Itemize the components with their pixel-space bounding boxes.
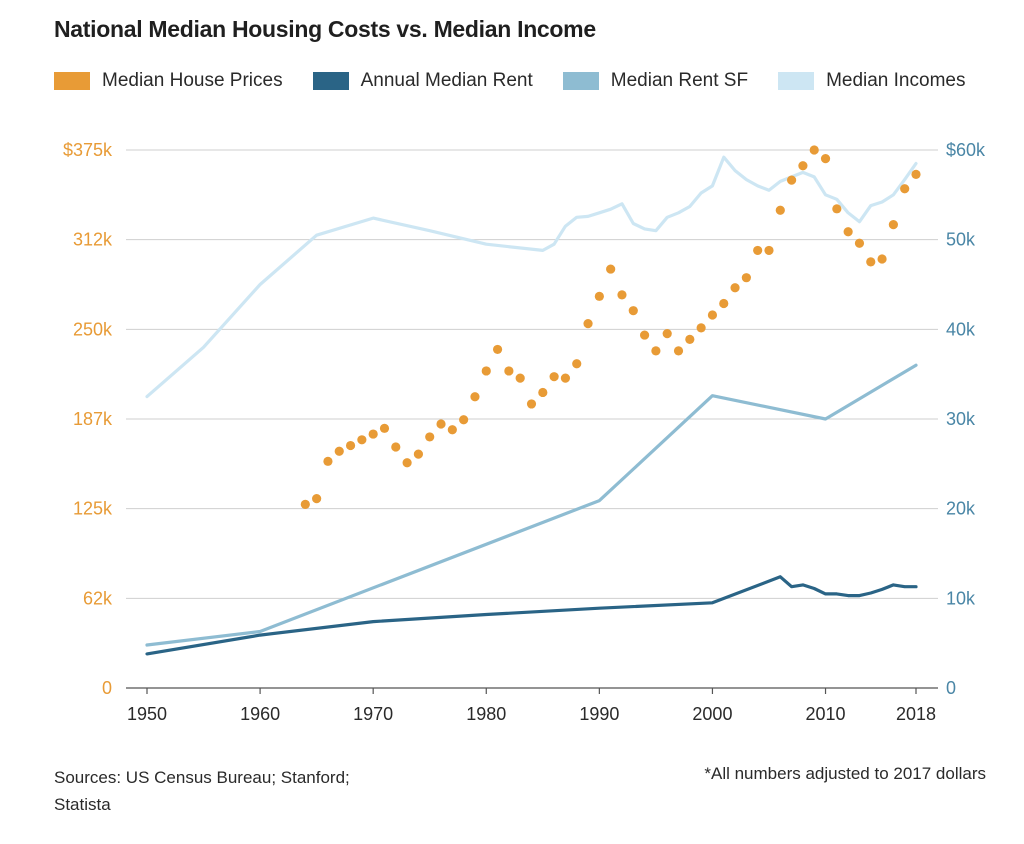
median-house-prices-point bbox=[707, 310, 718, 320]
y-left-tick-label: 62k bbox=[83, 588, 113, 608]
median-house-prices-point bbox=[606, 264, 616, 274]
legend-swatch-annual-rent bbox=[312, 72, 349, 90]
y-right-tick-label: $60k bbox=[946, 140, 986, 160]
median-house-prices-point bbox=[549, 372, 559, 382]
median-house-prices-point bbox=[809, 145, 819, 155]
median-house-prices-point bbox=[368, 429, 378, 439]
median-house-prices-point bbox=[628, 306, 638, 316]
legend-label-house-prices: Median House Prices bbox=[102, 70, 283, 91]
x-tick-label: 1980 bbox=[466, 704, 506, 724]
y-right-tick-label: 10k bbox=[946, 588, 976, 608]
y-left-tick-label: 250k bbox=[73, 319, 113, 339]
legend: Median House Prices Annual Median Rent M… bbox=[54, 66, 995, 96]
median-house-prices-point bbox=[888, 220, 898, 230]
median-rent-sf-line bbox=[145, 363, 918, 647]
median-house-prices-point bbox=[775, 205, 785, 215]
y-left-tick-label: 187k bbox=[73, 409, 113, 429]
sources-note: Sources: US Census Bureau; Stanford; Sta… bbox=[54, 768, 350, 814]
median-house-prices-point bbox=[662, 329, 672, 339]
median-house-prices-point bbox=[357, 435, 367, 445]
x-tick-label: 1990 bbox=[579, 704, 619, 724]
legend-item-rent-sf: Median Rent SF bbox=[562, 70, 749, 92]
legend-swatch-rent-sf bbox=[562, 72, 599, 90]
median-house-prices-point bbox=[391, 442, 401, 452]
median-house-prices-point bbox=[481, 366, 491, 376]
annual-median-rent-line bbox=[145, 575, 918, 656]
y-right-tick-label: 30k bbox=[946, 409, 976, 429]
median-house-prices-point bbox=[459, 415, 469, 425]
median-house-prices-point bbox=[843, 227, 853, 237]
median-house-prices-point bbox=[911, 169, 921, 179]
x-tick-label: 2010 bbox=[806, 704, 846, 724]
legend-label-annual-rent: Annual Median Rent bbox=[360, 70, 533, 91]
median-house-prices-point bbox=[425, 432, 435, 442]
median-house-prices-point bbox=[617, 290, 627, 300]
median-house-prices-point bbox=[900, 184, 910, 194]
median-house-prices-point bbox=[730, 283, 740, 293]
chart-title: National Median Housing Costs vs. Median… bbox=[54, 16, 596, 42]
median-house-prices-point bbox=[334, 446, 344, 456]
median-house-prices-point bbox=[583, 318, 593, 329]
median-house-prices-point bbox=[696, 323, 706, 333]
y-left-tick-label: $375k bbox=[63, 140, 113, 160]
y-left-tick-label: 125k bbox=[73, 499, 113, 519]
x-tick-label: 1960 bbox=[240, 704, 280, 724]
legend-label-incomes: Median Incomes bbox=[826, 70, 966, 91]
x-tick-label: 1950 bbox=[127, 704, 167, 724]
median-house-prices-point bbox=[492, 344, 503, 355]
legend-swatch-incomes bbox=[778, 72, 815, 90]
median-house-prices-point bbox=[300, 499, 310, 509]
median-house-prices-point bbox=[560, 373, 571, 383]
y-right-tick-label: 40k bbox=[946, 319, 976, 339]
median-house-prices-point bbox=[832, 204, 842, 214]
median-house-prices-point bbox=[345, 440, 356, 451]
median-house-prices-point bbox=[526, 399, 537, 409]
median-house-prices-point bbox=[753, 245, 763, 256]
legend-item-annual-rent: Annual Median Rent bbox=[312, 70, 533, 92]
median-house-prices-point bbox=[436, 419, 446, 429]
median-house-prices-point bbox=[673, 346, 684, 356]
y-left-tick-label: 312k bbox=[73, 230, 113, 250]
median-house-prices-point bbox=[594, 291, 604, 301]
median-house-prices-point bbox=[787, 175, 797, 185]
median-house-prices-point bbox=[504, 366, 514, 376]
adjustment-note: *All numbers adjusted to 2017 dollars bbox=[704, 764, 986, 783]
median-house-prices-point bbox=[515, 373, 525, 383]
median-house-prices-point bbox=[651, 346, 661, 356]
median-house-prices-point bbox=[572, 359, 582, 369]
x-tick-label: 2000 bbox=[692, 704, 732, 724]
median-house-prices-point bbox=[877, 254, 887, 264]
median-incomes-line bbox=[145, 155, 918, 399]
median-house-prices-point bbox=[854, 238, 865, 248]
legend-item-incomes: Median Incomes bbox=[778, 70, 965, 92]
median-house-prices-point bbox=[470, 392, 480, 402]
median-house-prices-point bbox=[413, 449, 424, 459]
legend-label-rent-sf: Median Rent SF bbox=[610, 70, 749, 91]
y-right-tick-label: 0 bbox=[946, 678, 956, 698]
median-house-prices-point bbox=[764, 245, 774, 256]
median-house-prices-point bbox=[538, 387, 548, 398]
median-house-prices-point bbox=[323, 456, 333, 466]
median-house-prices-point bbox=[741, 273, 751, 283]
y-right-tick-label: 50k bbox=[946, 230, 976, 250]
median-house-prices-point bbox=[820, 154, 831, 164]
median-house-prices-point bbox=[402, 458, 412, 468]
median-house-prices-point bbox=[685, 334, 695, 344]
median-house-prices-point bbox=[379, 423, 390, 433]
y-left-tick-label: 0 bbox=[102, 678, 112, 698]
x-tick-label: 2018 bbox=[896, 704, 936, 724]
x-tick-label: 1970 bbox=[353, 704, 393, 724]
median-house-prices-point bbox=[798, 161, 808, 171]
median-house-prices-point bbox=[719, 298, 729, 309]
y-right-tick-label: 20k bbox=[946, 499, 976, 519]
median-house-prices-point bbox=[447, 425, 457, 435]
median-house-prices-point bbox=[312, 494, 322, 504]
median-house-prices-point bbox=[639, 330, 650, 340]
median-house-prices-point bbox=[866, 257, 876, 267]
legend-item-house-prices: Median House Prices bbox=[54, 70, 283, 92]
legend-swatch-house-prices bbox=[54, 72, 90, 90]
